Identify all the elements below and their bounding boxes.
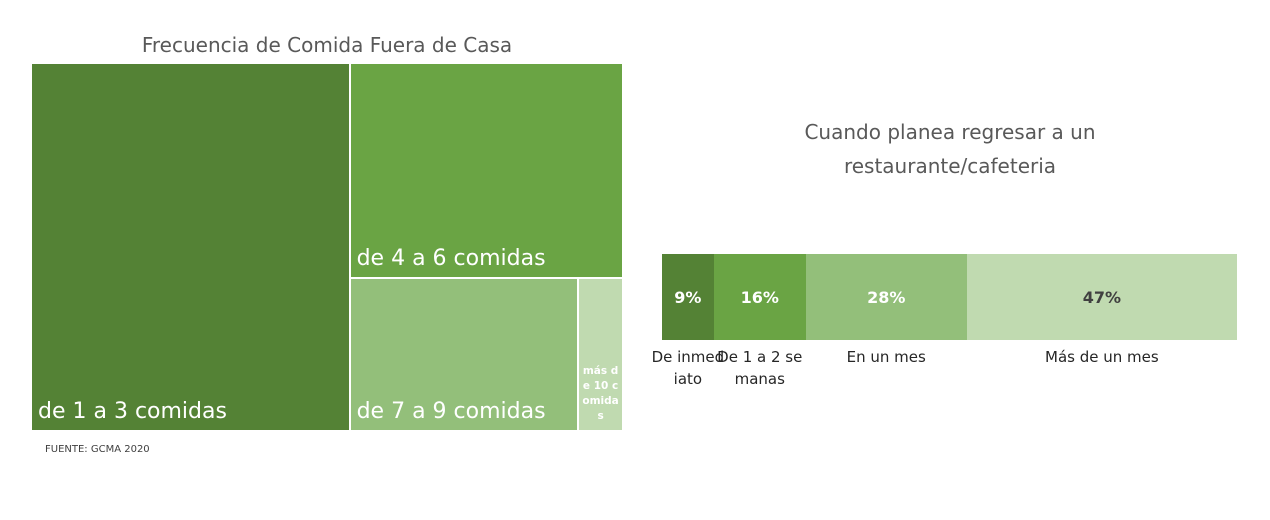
bar-segment: 47% [966, 254, 1237, 340]
bar-segment: 9% [662, 254, 714, 340]
treemap-tile: de 4 a 6 comidas [350, 64, 622, 277]
stacked-bar-title: Cuando planea regresar a un restaurante/… [804, 120, 1096, 178]
treemap-tile: más de 10 comidas [579, 278, 622, 430]
treemap-tile-label: de 7 a 9 comidas [356, 398, 546, 424]
bar-category-label: De 1 a 2 semanas [717, 348, 803, 388]
bar-segment: 16% [713, 254, 806, 340]
treemap-tile: de 7 a 9 comidas [350, 278, 578, 430]
treemap-tile-label: de 4 a 6 comidas [356, 245, 546, 271]
bar-category-label: De inmediato [651, 348, 725, 388]
bar-segment: 28% [805, 254, 967, 340]
treemap-tile-label: más de 10 comidas [582, 364, 619, 422]
bar-category-label: Más de un mes [1045, 348, 1159, 366]
bar-value-label: 28% [867, 287, 906, 307]
bar-value-label: 16% [740, 287, 779, 307]
source-note: FUENTE: GCMA 2020 [45, 444, 150, 455]
bar-value-label: 9% [674, 287, 702, 307]
bar-value-label: 47% [1082, 287, 1122, 307]
treemap-tile-label: de 1 a 3 comidas [38, 399, 227, 424]
treemap-tile: de 1 a 3 comidas [32, 64, 349, 430]
bar-category-label: En un mes [846, 348, 926, 366]
treemap-title: Frecuencia de Comida Fuera de Casa [141, 33, 513, 57]
